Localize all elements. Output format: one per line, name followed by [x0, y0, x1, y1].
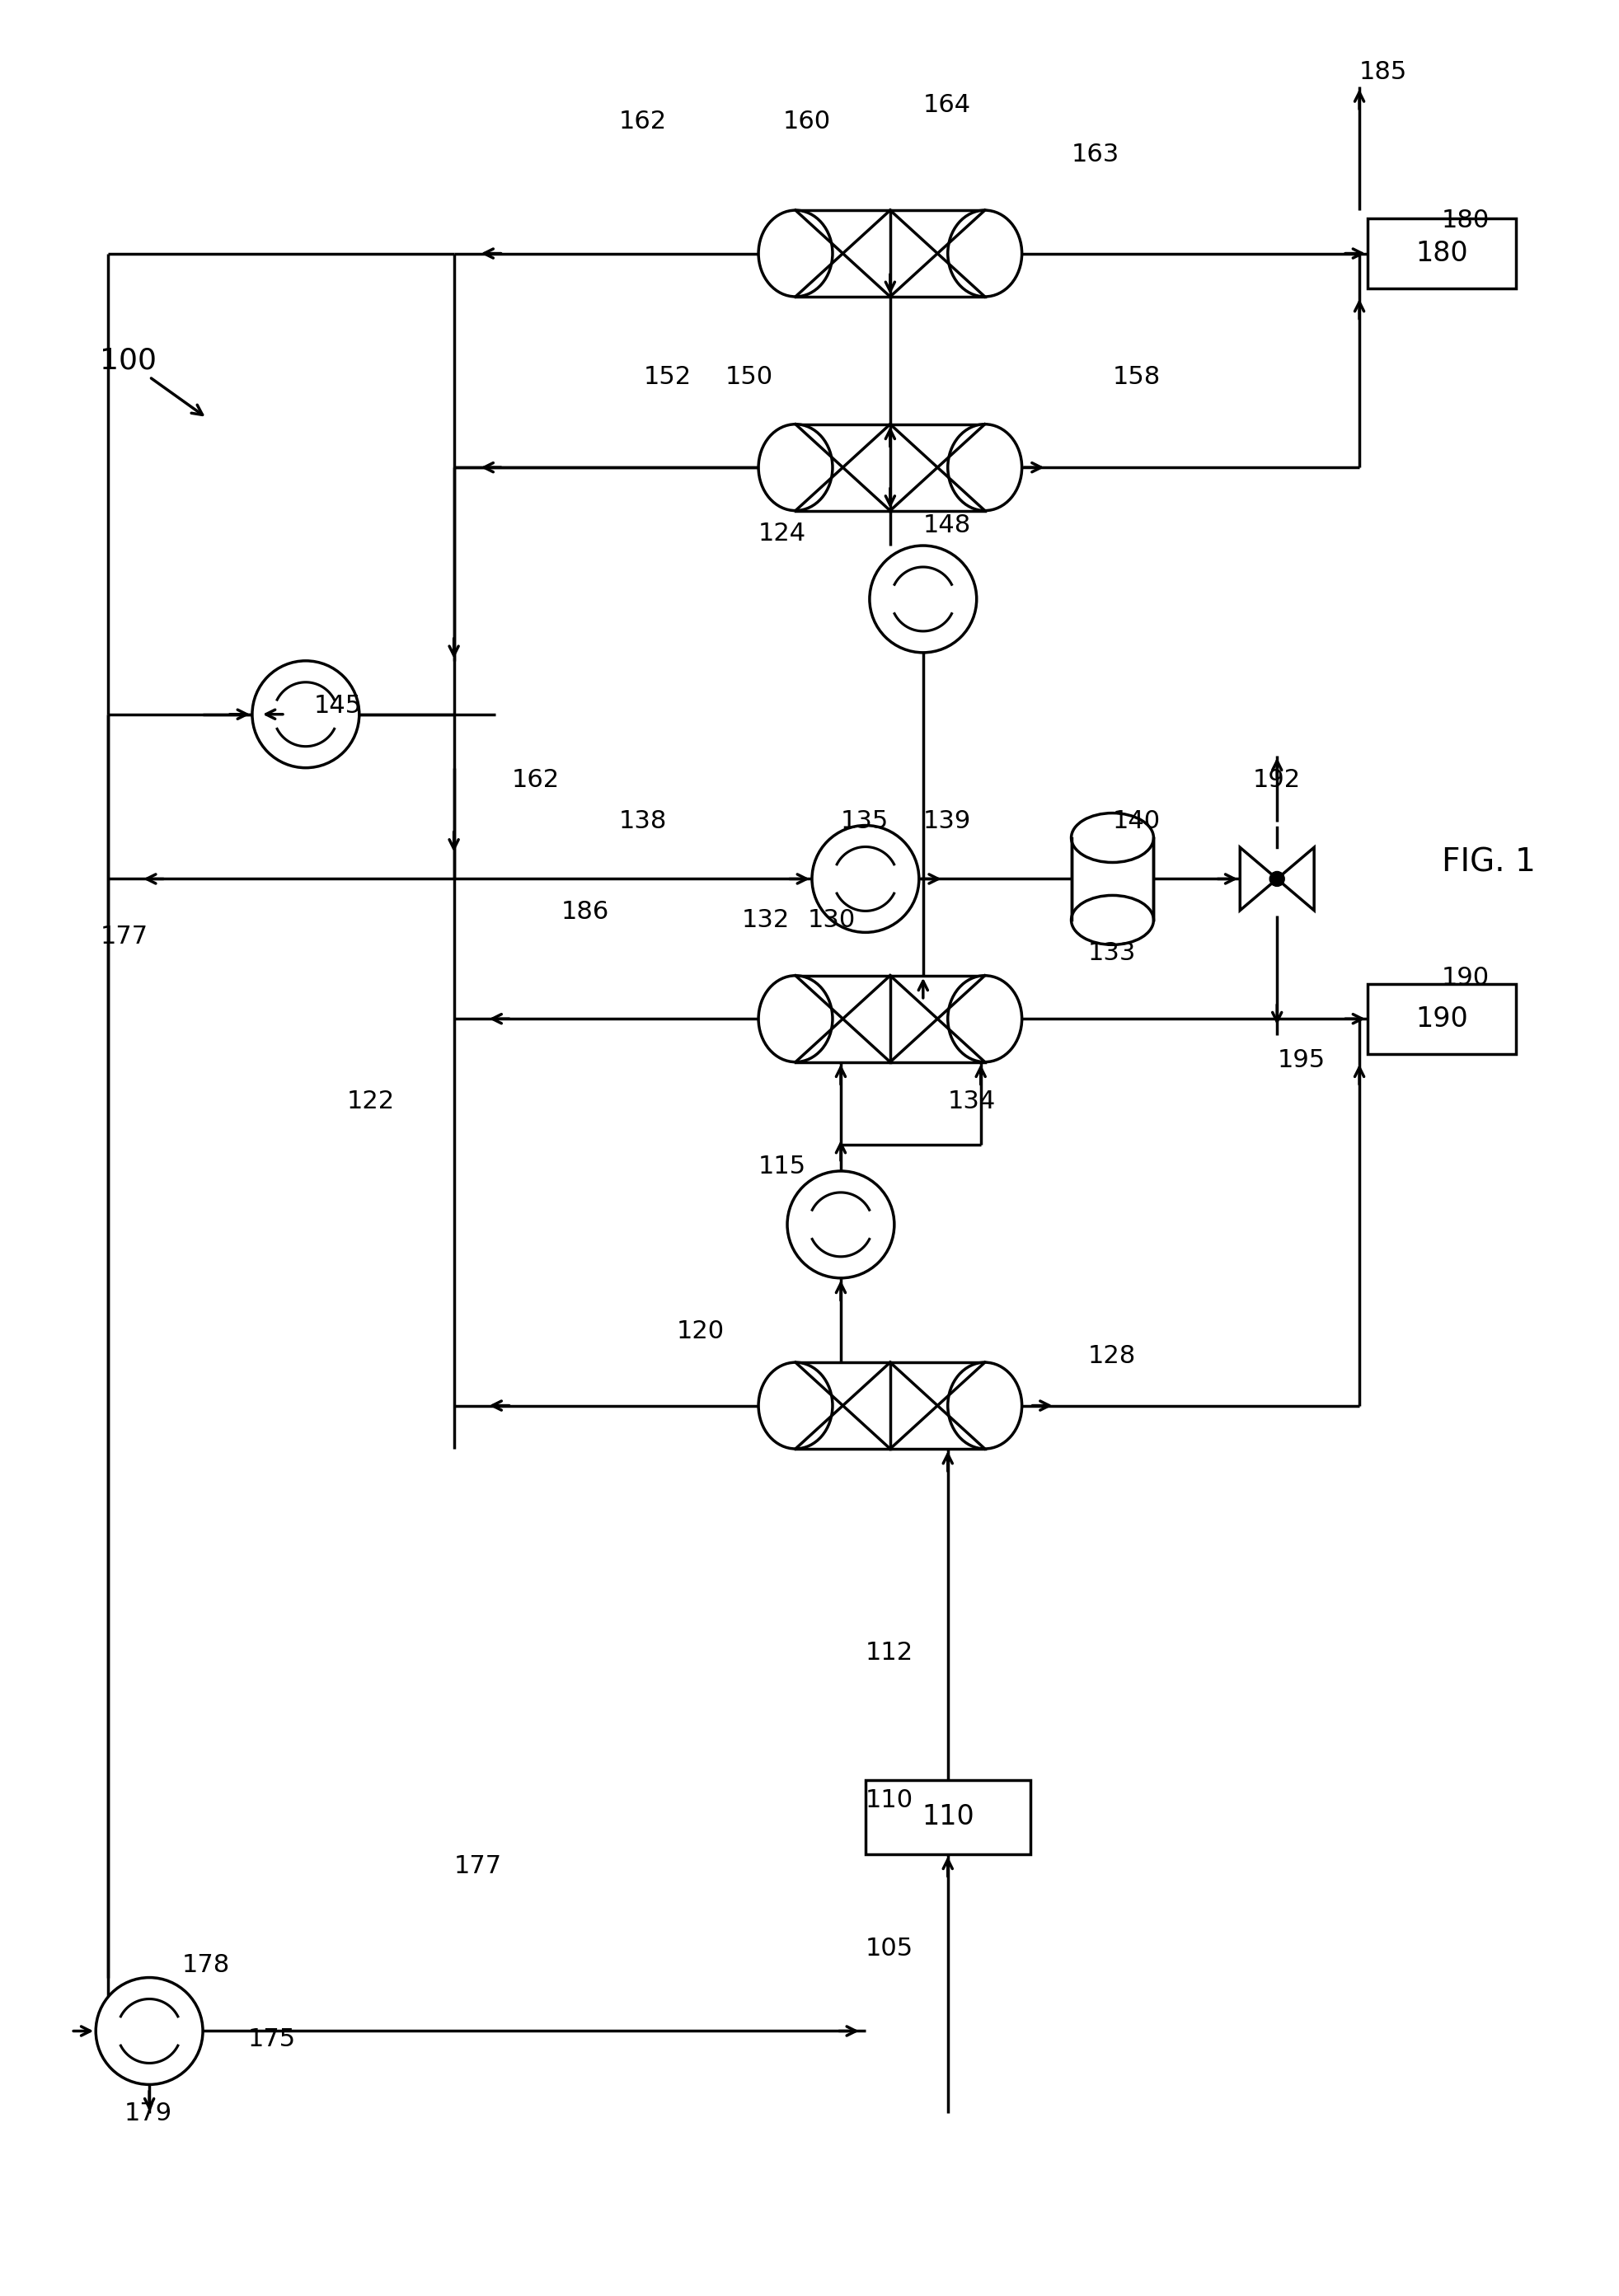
Text: 190: 190	[1415, 1006, 1467, 1033]
Text: 105: 105	[865, 1938, 913, 1961]
Ellipse shape	[947, 1362, 1022, 1449]
Text: 158: 158	[1112, 365, 1159, 388]
Circle shape	[869, 546, 976, 652]
Text: 110: 110	[865, 1789, 913, 1812]
Text: 139: 139	[923, 808, 971, 833]
Ellipse shape	[758, 976, 832, 1063]
Text: 135: 135	[840, 808, 889, 833]
Text: 122: 122	[346, 1088, 395, 1114]
Bar	[865, 1779, 1030, 1855]
Text: 112: 112	[865, 1642, 913, 1665]
Ellipse shape	[947, 425, 1022, 510]
Text: 150: 150	[725, 365, 772, 388]
Circle shape	[811, 824, 918, 932]
Ellipse shape	[1070, 895, 1153, 944]
Circle shape	[96, 1977, 202, 2085]
Polygon shape	[1276, 847, 1313, 912]
Text: 140: 140	[1112, 808, 1159, 833]
Bar	[1366, 983, 1515, 1054]
Text: 128: 128	[1088, 1343, 1135, 1368]
Text: 148: 148	[923, 512, 971, 537]
Bar	[795, 1362, 984, 1449]
Ellipse shape	[1070, 813, 1153, 863]
Text: 110: 110	[921, 1802, 973, 1830]
Text: 163: 163	[1070, 142, 1119, 168]
Text: 120: 120	[675, 1320, 724, 1343]
Bar	[795, 211, 984, 296]
Text: 145: 145	[314, 693, 361, 719]
Text: 133: 133	[1088, 941, 1135, 964]
Text: 190: 190	[1441, 967, 1489, 990]
Text: 164: 164	[923, 94, 970, 117]
Text: 180: 180	[1441, 209, 1489, 232]
Bar	[1366, 218, 1515, 289]
Text: 195: 195	[1276, 1047, 1324, 1072]
Circle shape	[1269, 872, 1284, 886]
Text: 134: 134	[947, 1088, 996, 1114]
Text: 177: 177	[453, 1855, 502, 1878]
Text: 160: 160	[782, 110, 831, 133]
Text: 115: 115	[758, 1155, 806, 1178]
Bar	[1070, 838, 1153, 921]
Text: 152: 152	[643, 365, 691, 388]
Text: 162: 162	[512, 769, 559, 792]
Text: 162: 162	[618, 110, 665, 133]
Text: 186: 186	[560, 900, 609, 923]
Ellipse shape	[758, 425, 832, 510]
Text: 130: 130	[808, 909, 855, 932]
Bar	[795, 425, 984, 510]
Text: 132: 132	[742, 909, 790, 932]
Circle shape	[787, 1171, 894, 1279]
Ellipse shape	[947, 976, 1022, 1063]
Text: 124: 124	[758, 521, 806, 544]
Text: 100: 100	[100, 347, 157, 374]
Text: FIG. 1: FIG. 1	[1441, 847, 1535, 877]
Ellipse shape	[758, 1362, 832, 1449]
Text: 185: 185	[1358, 60, 1407, 85]
Text: 177: 177	[100, 925, 147, 948]
Ellipse shape	[947, 211, 1022, 296]
Text: 180: 180	[1415, 239, 1467, 266]
Text: 175: 175	[248, 2027, 296, 2050]
Polygon shape	[1240, 847, 1276, 912]
Text: 138: 138	[618, 808, 667, 833]
Bar	[795, 976, 984, 1063]
Text: 179: 179	[125, 2101, 173, 2126]
Circle shape	[253, 661, 359, 767]
Ellipse shape	[758, 211, 832, 296]
Text: 178: 178	[183, 1954, 230, 1977]
Text: 192: 192	[1251, 769, 1300, 792]
